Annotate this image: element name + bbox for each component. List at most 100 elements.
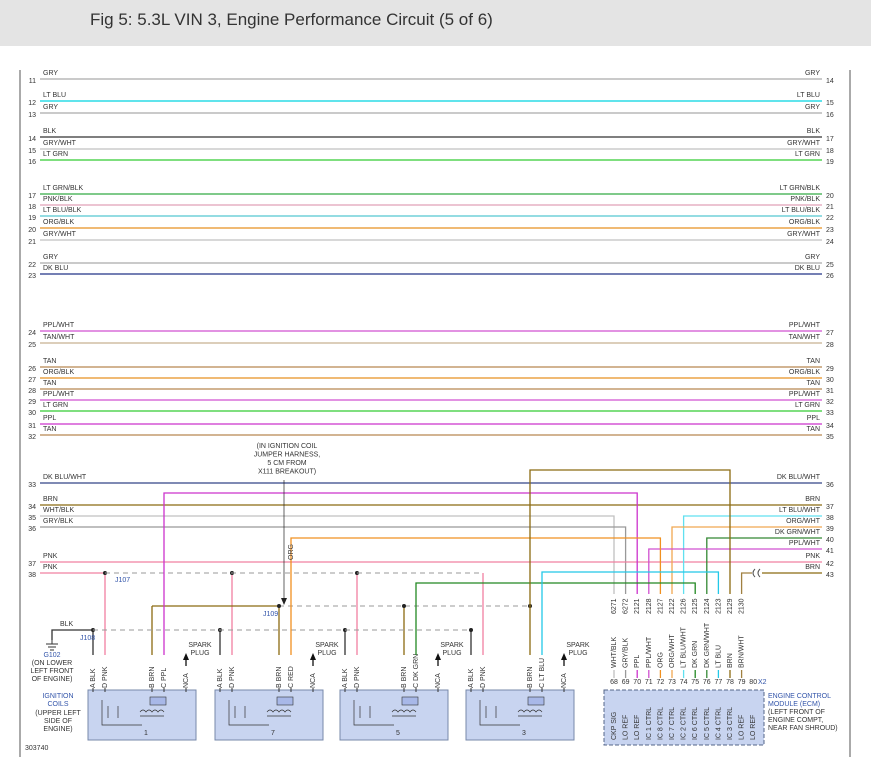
- pin-number: 30: [28, 410, 36, 417]
- spark-plug: SPARK: [315, 642, 339, 649]
- ground-location: LEFT FRONT: [30, 668, 74, 675]
- figure-id: 303740: [25, 745, 48, 752]
- wire-label: ORG/BLK: [789, 219, 820, 226]
- coil-pin-label: A BLK: [468, 668, 475, 688]
- wire-label: PNK: [43, 553, 58, 560]
- wire-label: BRN: [805, 564, 820, 571]
- wire-label: PNK: [43, 564, 58, 571]
- title: Fig 5: 5.3L VIN 3, Engine Performance Ci…: [90, 10, 493, 29]
- coils-location: (UPPER LEFT: [35, 710, 81, 717]
- wire-label: TAN: [807, 426, 820, 433]
- coil-pin-label: C DK GRN: [413, 654, 420, 688]
- wire-label: DK BLU/WHT: [43, 474, 87, 481]
- wire: [40, 515, 615, 594]
- wire-label: PPL/WHT: [43, 391, 75, 398]
- wire-label: DK BLU/WHT: [777, 474, 821, 481]
- pin-number: 11: [29, 78, 36, 85]
- ground-name: G102: [43, 652, 60, 659]
- wire-label: PNK: [806, 553, 821, 560]
- pin-number: 24: [28, 330, 36, 337]
- pin-number: 27: [28, 377, 36, 384]
- coil-number: 3: [522, 730, 526, 737]
- wire-label: LT GRN/BLK: [43, 185, 84, 192]
- ecm-pin-number: 73: [668, 679, 676, 686]
- wire-label: LT GRN: [795, 151, 820, 158]
- arrow: [435, 653, 441, 660]
- wire: [290, 537, 662, 655]
- wire: [415, 582, 696, 655]
- ecm-pin-number: 80: [749, 679, 757, 686]
- ecm-signal: IC 2 CTRL: [681, 707, 688, 740]
- ecm-wire-label: DK GRN: [692, 641, 699, 668]
- ecm-wire-label: ORG: [657, 652, 664, 668]
- wire-label: TAN: [807, 380, 820, 387]
- wire: [740, 572, 752, 594]
- ecm-connector: X2: [758, 679, 767, 686]
- pin-number: 20: [826, 193, 834, 200]
- pin-number: 29: [28, 399, 36, 406]
- ecm-circuit: 2122: [669, 598, 676, 614]
- pin-number: 35: [826, 434, 834, 441]
- wire: [648, 548, 822, 594]
- wire-label: PPL/WHT: [43, 322, 75, 329]
- wire-label: ORG/BLK: [43, 369, 74, 376]
- wire-label: GRY: [43, 70, 58, 77]
- coil-pin-label: B BRN: [149, 667, 156, 688]
- splice-label: J107: [115, 577, 130, 584]
- coil-pin-label: D PNK: [102, 666, 109, 688]
- wire-label: DK BLU: [795, 265, 820, 272]
- ecm-wire-label: BRN/WHT: [739, 635, 746, 668]
- coil-box: [465, 689, 575, 741]
- ecm-signal: IC 5 CTRL: [704, 707, 711, 740]
- pin-number: 24: [826, 239, 834, 246]
- pin-number: 17: [28, 193, 36, 200]
- wire-label: GRY: [43, 104, 58, 111]
- wire: [541, 571, 720, 655]
- wire-label: TAN: [43, 358, 56, 365]
- pin-number: 37: [826, 504, 834, 511]
- ground-location: (ON LOWER: [32, 660, 72, 667]
- wire-label: BRN: [805, 496, 820, 503]
- wire-label: PNK/BLK: [43, 196, 73, 203]
- ecm-title: ENGINE CONTROL: [768, 693, 831, 700]
- pin-number: 41: [826, 548, 834, 555]
- ecm-signal: IC 1 CTRL: [646, 707, 653, 740]
- pin-number: 18: [28, 204, 36, 211]
- coil-pin-label: NCA: [561, 673, 568, 688]
- wire: [529, 469, 731, 655]
- coil-pin-label: A BLK: [217, 668, 224, 688]
- coil-winding: [353, 700, 417, 726]
- coils-title: IGNITION: [42, 693, 73, 700]
- wire-label: GRY/BLK: [43, 518, 74, 525]
- splice-dot: [277, 604, 281, 608]
- splice-dot: [402, 604, 406, 608]
- coil-pin-label: B BRN: [527, 667, 534, 688]
- pin-number: 38: [28, 572, 36, 579]
- pin-number: 32: [826, 399, 834, 406]
- wire-label: BLK: [807, 128, 821, 135]
- wire-label: TAN: [43, 380, 56, 387]
- wire: [163, 492, 638, 655]
- wire-label: GRY: [805, 70, 820, 77]
- coil-module: [276, 696, 294, 706]
- pin-number: 12: [28, 100, 36, 107]
- wire: [706, 537, 822, 594]
- ecm-pin-number: 70: [633, 679, 641, 686]
- spark-plug: PLUG: [442, 650, 461, 657]
- arrow: [281, 598, 287, 605]
- wire-label: PPL/WHT: [789, 322, 821, 329]
- wire-label: LT BLU: [797, 92, 820, 99]
- coil-pin-label: D PNK: [480, 666, 487, 688]
- coil-pin-label: B BRN: [401, 667, 408, 688]
- ecm-signal: CKP SIG: [611, 712, 618, 740]
- ecm-circuit: 6271: [611, 598, 618, 614]
- ecm-signal: IC 6 CTRL: [692, 707, 699, 740]
- arrow: [310, 653, 316, 660]
- pin-number: 43: [826, 572, 834, 579]
- ecm-wire-label: PPL/WHT: [646, 636, 653, 668]
- ecm-pin-number: 68: [610, 679, 618, 686]
- note: X111 BREAKOUT): [258, 469, 316, 476]
- coil-module: [527, 696, 545, 706]
